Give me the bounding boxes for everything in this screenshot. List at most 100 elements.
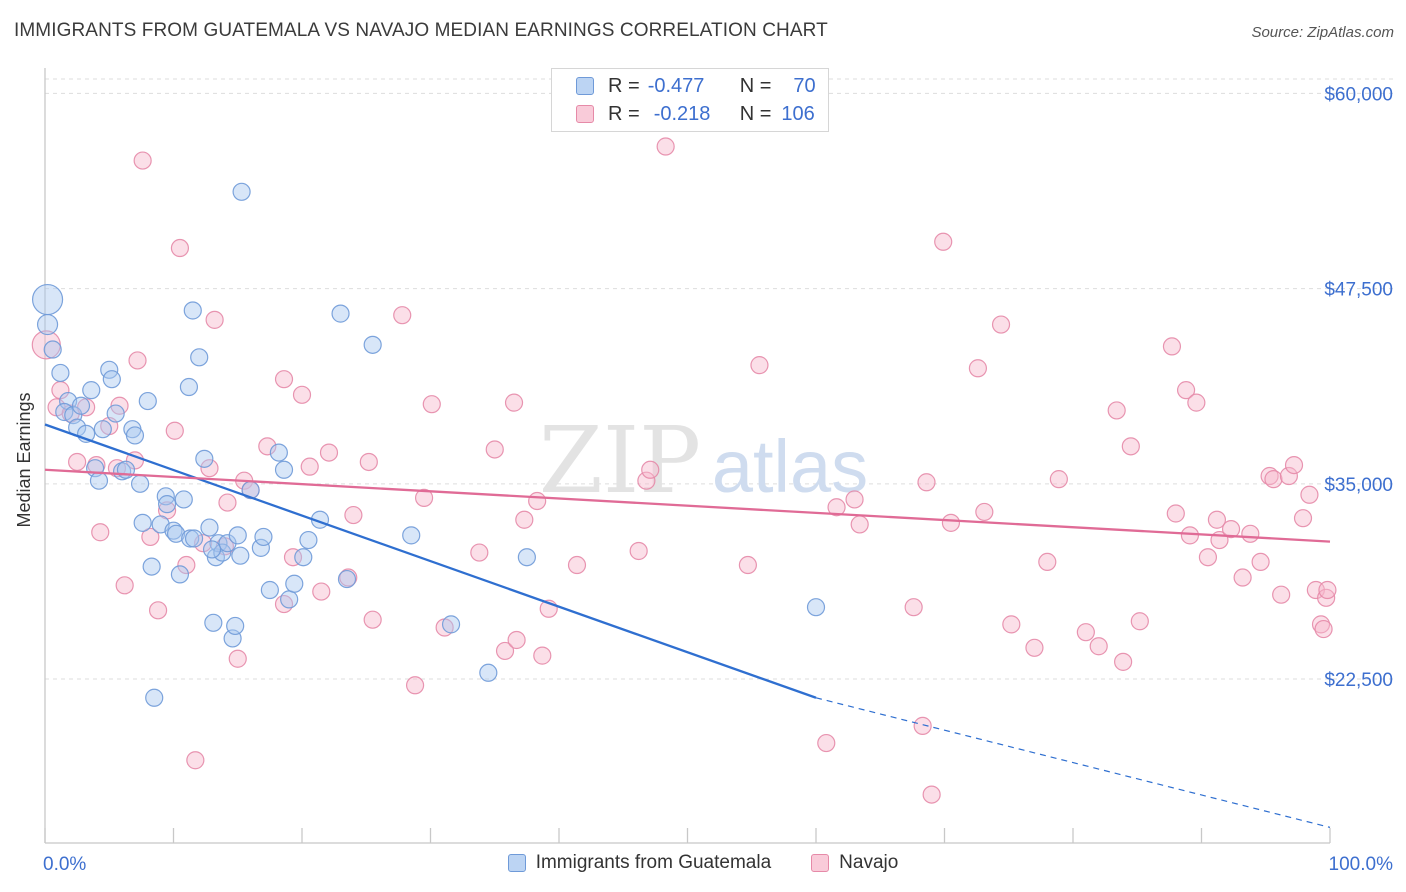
navajo-point (205, 310, 224, 329)
navajo-point (495, 641, 515, 661)
guatemala-point (142, 557, 161, 576)
navajo-point (817, 733, 836, 753)
guatemala-point (43, 340, 62, 359)
navajo-point (1293, 509, 1313, 528)
navajo-point (1241, 524, 1260, 543)
navajo-point (1076, 623, 1095, 642)
navajo-point (359, 452, 378, 472)
guatemala-point (331, 304, 350, 323)
navajo-point (567, 555, 587, 575)
navajo-point (738, 555, 757, 575)
legend-label-guatemala: Immigrants from Guatemala (535, 852, 772, 873)
guatemala-point (106, 404, 125, 423)
guatemala-point (184, 529, 204, 548)
navajo-point (1221, 520, 1241, 539)
navajo-point (1166, 504, 1185, 523)
navajo-point (1187, 393, 1206, 412)
navajo-point (148, 601, 168, 620)
navajo-point (922, 785, 941, 804)
guatemala-point (274, 460, 294, 479)
navajo-point (1038, 552, 1057, 572)
guatemala-point (181, 529, 200, 548)
navajo-point (827, 498, 846, 517)
navajo-point (1089, 637, 1108, 656)
y-tick-label: $22,500 (1324, 670, 1393, 691)
navajo-point (258, 437, 277, 456)
y-tick-label: $35,000 (1324, 475, 1393, 496)
legend-swatch-pink (811, 854, 830, 872)
navajo-point (533, 646, 552, 665)
legend-row-navajo: R = -0.218 N = 106 (576, 100, 815, 128)
navajo-point (228, 649, 247, 668)
guatemala-point (479, 663, 498, 682)
guatemala-point (125, 426, 145, 445)
navajo-point (200, 459, 219, 478)
navajo-point (850, 515, 869, 534)
navajo-point (637, 471, 656, 490)
guatemala-point (806, 598, 826, 617)
navajo-point (528, 491, 547, 511)
guatemala-point (228, 526, 247, 545)
navajo-point (1176, 381, 1196, 400)
navajo-point (300, 457, 319, 476)
navajo-trend-line (44, 468, 1331, 543)
navajo-point (485, 440, 504, 459)
guatemala-point (138, 391, 157, 411)
navajo-point (941, 513, 961, 532)
legend-swatch-blue (576, 77, 594, 95)
navajo-point (1162, 337, 1182, 356)
guatemala-point (251, 538, 270, 557)
guatemala-point (226, 616, 245, 636)
navajo-point (414, 488, 434, 507)
correlation-legend: R = -0.477 N = 70 R = -0.218 N = 106 (551, 68, 829, 132)
guatemala-point (166, 524, 186, 543)
guatemala-point (170, 565, 190, 584)
legend-n-value: 106 (781, 102, 815, 125)
navajo-point (1107, 401, 1126, 420)
navajo-point (641, 460, 660, 479)
legend-item-guatemala[interactable]: Immigrants from Guatemala (507, 852, 772, 874)
legend-n-value: 70 (793, 74, 816, 97)
guatemala-point (232, 182, 251, 201)
navajo-point (422, 395, 441, 414)
navajo-point (218, 493, 237, 512)
guatemala-point (517, 548, 536, 567)
grid-lines (45, 78, 1395, 680)
navajo-point (629, 541, 648, 561)
navajo-point (934, 232, 953, 251)
navajo-point (133, 151, 152, 170)
legend-label-navajo: Navajo (839, 852, 899, 873)
navajo-point (470, 543, 489, 562)
navajo-point (968, 359, 988, 378)
navajo-point (1198, 548, 1218, 567)
y-tick-label: $60,000 (1324, 84, 1393, 105)
navajo-point (991, 315, 1011, 334)
navajo-point (1318, 580, 1337, 600)
guatemala-point (89, 471, 109, 490)
legend-item-navajo[interactable]: Navajo (811, 852, 898, 874)
trend-lines (44, 423, 1331, 828)
guatemala-point (441, 615, 461, 634)
watermark-atlas: atlas (712, 425, 868, 508)
navajo-point (1207, 510, 1227, 529)
guatemala-point (164, 521, 183, 540)
guatemala-point (157, 495, 177, 514)
legend-r-label: R = (608, 102, 640, 125)
legend-swatch-blue (507, 854, 526, 872)
navajo-point (312, 582, 331, 601)
guatemala-point (254, 527, 273, 547)
navajo-point (177, 555, 196, 575)
guatemala-point (202, 540, 222, 559)
axes (44, 68, 1331, 844)
guatemala-point (93, 420, 112, 439)
legend-n-label: N = (739, 74, 772, 97)
guatemala-point (145, 688, 164, 707)
guatemala-trend-line (44, 423, 817, 699)
guatemala-point (195, 449, 214, 468)
navajo-point (1272, 585, 1291, 604)
guatemala-point (280, 590, 299, 609)
navajo-point (1180, 526, 1200, 545)
navajo-point (1114, 652, 1133, 671)
legend-n-label: N = (739, 102, 772, 125)
